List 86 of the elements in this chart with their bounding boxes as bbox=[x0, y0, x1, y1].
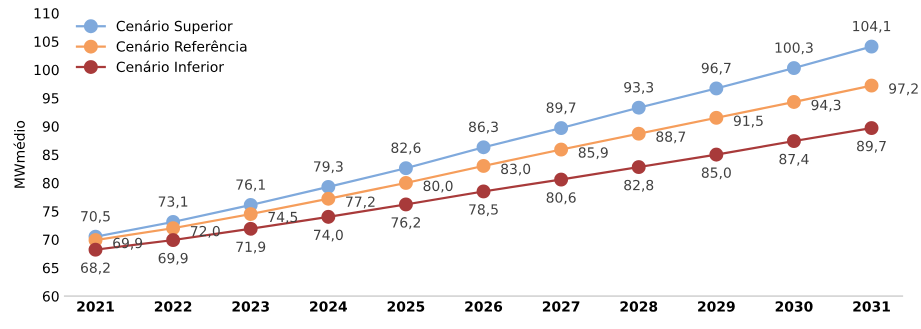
point bbox=[786, 61, 801, 75]
data-label: 70,5 bbox=[81, 210, 110, 223]
y-tick-label: 60 bbox=[42, 291, 59, 302]
data-label: 74,0 bbox=[314, 230, 343, 242]
point bbox=[476, 184, 490, 198]
data-label: 89,7 bbox=[857, 140, 886, 153]
y-tick-label: 65 bbox=[42, 262, 58, 274]
data-label: 104,1 bbox=[853, 20, 890, 33]
point bbox=[476, 159, 490, 173]
data-label: 86,3 bbox=[469, 122, 498, 134]
point bbox=[554, 142, 568, 156]
point bbox=[244, 207, 258, 221]
data-label: 94,3 bbox=[811, 100, 840, 112]
point bbox=[88, 242, 102, 257]
data-label: 71,9 bbox=[236, 242, 266, 254]
point bbox=[321, 192, 336, 206]
point bbox=[864, 40, 878, 54]
data-label: 87,4 bbox=[779, 154, 809, 166]
data-label: 77,2 bbox=[346, 196, 375, 208]
data-label: 69,9 bbox=[158, 252, 188, 265]
y-axis-title: MWmédio bbox=[14, 120, 25, 188]
x-tick-label: 2027 bbox=[542, 301, 580, 312]
x-tick-label: 2024 bbox=[310, 301, 348, 312]
data-label: 82,8 bbox=[624, 180, 654, 192]
data-label: 97,2 bbox=[889, 83, 918, 96]
point bbox=[864, 121, 878, 135]
point bbox=[398, 176, 413, 190]
data-label: 85,0 bbox=[702, 167, 731, 180]
y-tick-label: 105 bbox=[34, 36, 58, 47]
point bbox=[632, 126, 646, 141]
point bbox=[554, 172, 568, 186]
y-tick-label: 100 bbox=[34, 64, 59, 76]
data-label: 68,2 bbox=[81, 262, 110, 274]
point bbox=[321, 180, 336, 194]
data-label: 73,1 bbox=[158, 196, 188, 208]
point bbox=[786, 134, 801, 148]
x-tick-label: 2022 bbox=[154, 301, 192, 312]
y-tick-label: 70 bbox=[43, 234, 59, 245]
legend-label: Cenário Superior bbox=[116, 20, 233, 34]
point bbox=[398, 197, 413, 212]
y-tick-label: 110 bbox=[34, 8, 59, 19]
y-tick-label: 85 bbox=[42, 150, 58, 160]
point bbox=[398, 161, 413, 176]
legend-label: Cenário Referência bbox=[116, 40, 246, 52]
point bbox=[864, 78, 878, 93]
data-label: 78,5 bbox=[469, 204, 498, 216]
data-label: 88,7 bbox=[656, 131, 686, 144]
point bbox=[632, 160, 646, 174]
data-label: 83,0 bbox=[501, 164, 530, 176]
data-label: 100,3 bbox=[776, 42, 813, 54]
y-tick-label: 75 bbox=[43, 206, 58, 217]
data-label: 80,6 bbox=[546, 192, 576, 204]
x-tick-label: 2023 bbox=[232, 301, 269, 312]
point bbox=[476, 140, 490, 154]
y-tick-label: 95 bbox=[42, 93, 58, 104]
data-label: 89,7 bbox=[546, 102, 576, 114]
point bbox=[632, 100, 646, 115]
x-tick-label: 2026 bbox=[465, 301, 502, 312]
point bbox=[321, 210, 336, 224]
y-tick-label: 80 bbox=[42, 178, 59, 188]
data-label: 93,3 bbox=[624, 82, 654, 94]
point bbox=[244, 222, 258, 236]
point bbox=[709, 148, 724, 162]
x-tick-label: 2021 bbox=[77, 301, 114, 312]
data-label: 91,5 bbox=[734, 116, 763, 128]
point bbox=[166, 233, 180, 248]
data-label: 74,5 bbox=[268, 212, 298, 224]
data-label: 85,9 bbox=[578, 147, 608, 160]
data-label: 82,6 bbox=[391, 142, 421, 154]
point bbox=[709, 110, 724, 125]
data-label: 76,2 bbox=[392, 217, 420, 230]
x-tick-label: 2030 bbox=[776, 301, 813, 312]
x-tick-label: 2031 bbox=[853, 301, 890, 312]
x-tick-label: 2028 bbox=[620, 301, 658, 312]
data-label: 80,0 bbox=[424, 180, 453, 193]
point bbox=[709, 81, 724, 96]
y-tick-label: 90 bbox=[42, 121, 59, 132]
x-tick-label: 2029 bbox=[698, 301, 735, 312]
data-label: 79,3 bbox=[314, 161, 343, 174]
data-label: 96,7 bbox=[702, 62, 731, 75]
point bbox=[166, 221, 180, 236]
point bbox=[554, 121, 568, 135]
x-tick-label: 2025 bbox=[388, 301, 424, 312]
legend-label: Cenário Inferior bbox=[116, 60, 224, 72]
data-label: 76,1 bbox=[236, 179, 265, 192]
point bbox=[786, 95, 801, 109]
